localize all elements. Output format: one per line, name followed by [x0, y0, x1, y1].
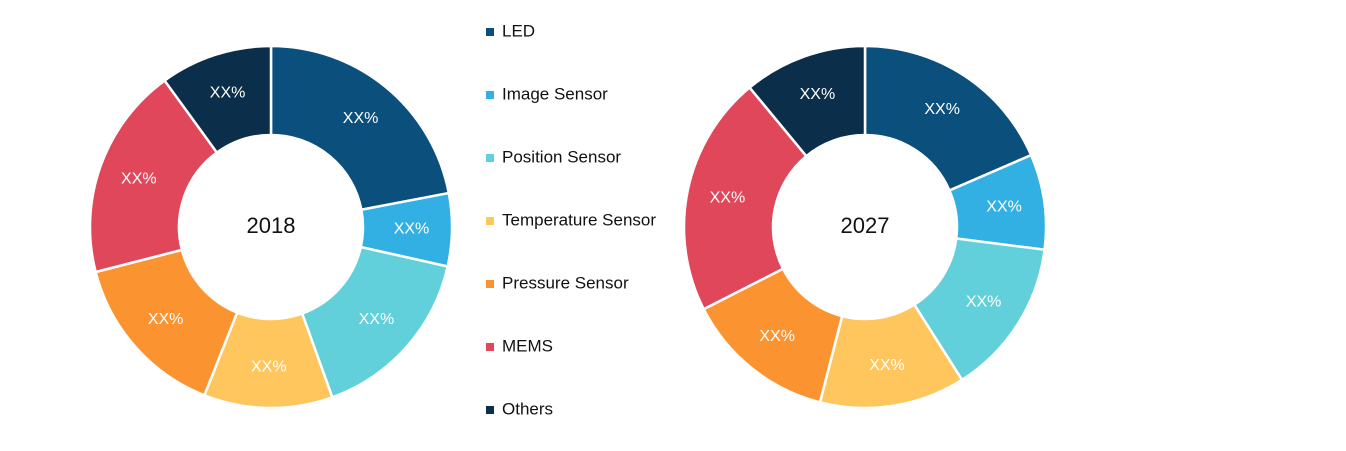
- value-label: XX%: [869, 357, 905, 374]
- legend-swatch: [486, 343, 494, 351]
- donut-center-title: 2027: [841, 213, 890, 238]
- donut-slice: [94, 248, 239, 397]
- donut-slice: [682, 85, 809, 311]
- legend-label: Image Sensor: [502, 84, 608, 103]
- value-label: XX%: [394, 220, 430, 237]
- donut-slice: [162, 44, 273, 155]
- legend-label: Others: [502, 399, 553, 418]
- value-label: XX%: [800, 86, 836, 103]
- donut-slice: [300, 245, 450, 399]
- value-label: XX%: [343, 110, 379, 127]
- value-label: XX%: [148, 311, 184, 328]
- legend-label: LED: [502, 21, 535, 40]
- value-label: XX%: [986, 198, 1022, 215]
- legend-label: Pressure Sensor: [502, 273, 629, 292]
- donut-slice: [863, 44, 1033, 193]
- value-label: XX%: [966, 294, 1002, 311]
- donut-slice: [88, 78, 219, 274]
- legend-swatch: [486, 217, 494, 225]
- value-label: XX%: [710, 190, 746, 207]
- legend-swatch: [486, 91, 494, 99]
- legend-label: Temperature Sensor: [502, 210, 656, 229]
- value-label: XX%: [210, 85, 246, 102]
- legend-swatch: [486, 280, 494, 288]
- legend-label: MEMS: [502, 336, 553, 355]
- legend-swatch: [486, 406, 494, 414]
- value-label: XX%: [924, 101, 960, 118]
- donut-center-title: 2018: [247, 213, 296, 238]
- donut-slice: [269, 44, 451, 212]
- value-label: XX%: [121, 171, 157, 188]
- value-label: XX%: [359, 311, 395, 328]
- legend-swatch: [486, 154, 494, 162]
- value-label: XX%: [251, 359, 287, 376]
- legend-swatch: [486, 28, 494, 36]
- value-label: XX%: [759, 328, 795, 345]
- donut-slice: [747, 44, 867, 158]
- legend-label: Position Sensor: [502, 147, 621, 166]
